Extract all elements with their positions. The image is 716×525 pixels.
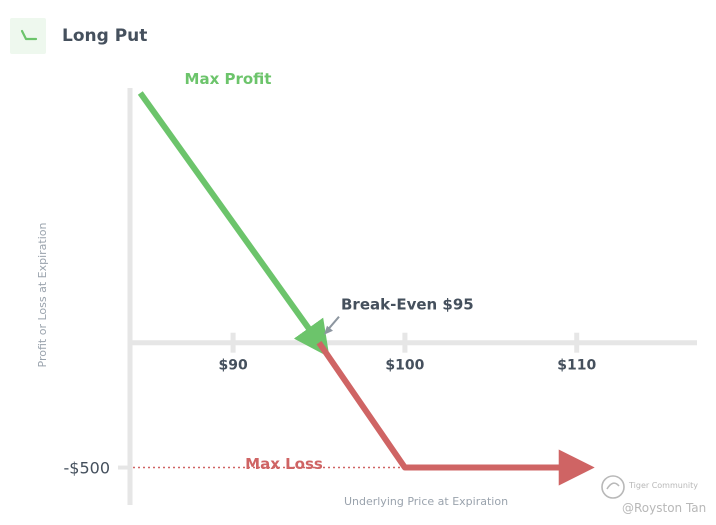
x-axis-label: Underlying Price at Expiration [344,495,508,508]
y-tick-label: -$500 [64,459,111,478]
break-even-label: Break-Even $95 [341,296,474,314]
watermark-brand: Tiger Community [629,481,698,490]
y-axis-label: Profit or Loss at Expiration [36,223,49,368]
x-tick-label: $110 [557,358,596,374]
tiger-logo-icon [601,475,625,499]
profit-line [137,91,330,358]
watermark: Tiger Community @Royston Tan [598,472,708,522]
max-loss-label: Max Loss [245,455,323,473]
break-even-arrowhead [324,325,333,335]
max-profit-label: Max Profit [185,70,272,88]
chart-header: Long Put [10,18,147,54]
x-tick-label: $90 [218,358,247,374]
long-put-payoff-icon [10,18,46,54]
watermark-author: @Royston Tan [622,501,707,515]
loss-line [316,340,595,486]
page-title: Long Put [62,26,148,46]
x-tick-label: $100 [385,358,424,374]
